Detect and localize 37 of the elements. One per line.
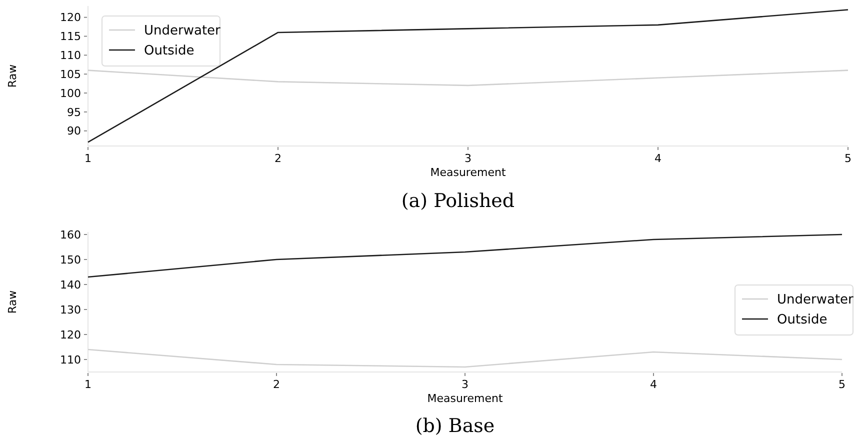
legend-label: Outside: [144, 44, 194, 59]
x-tick-label: 1: [84, 152, 92, 165]
y-tick-label: 140: [60, 278, 81, 292]
x-tick-label: 5: [844, 152, 852, 165]
line-series: [87, 9, 849, 143]
y-tick-label: 120: [60, 11, 81, 24]
line-series: [87, 234, 843, 278]
x-tick-label: 5: [838, 378, 846, 391]
y-axis-title: Raw: [6, 290, 19, 314]
x-tick-label: 4: [650, 378, 657, 391]
y-tick-label: 100: [60, 86, 81, 100]
x-axis-title: Measurement: [430, 166, 506, 179]
x-tick-label: 3: [462, 378, 468, 391]
legend-label: Underwater: [144, 24, 222, 39]
y-tick-label: 110: [60, 353, 81, 366]
x-axis-title: Measurement: [427, 392, 504, 405]
x-tick-label: 1: [84, 378, 92, 391]
x-tick-label: 3: [464, 152, 472, 165]
legend-label: Underwater: [777, 292, 854, 308]
y-tick-label: 90: [67, 124, 81, 138]
y-tick-label: 150: [60, 253, 81, 266]
line-series: [87, 70, 849, 86]
y-tick-label: 130: [60, 303, 81, 316]
text: (a) Polished: [401, 190, 515, 212]
y-tick-label: 115: [60, 30, 81, 44]
y-tick-label: 95: [67, 106, 81, 119]
x-tick-label: 2: [273, 378, 280, 391]
y-tick-label: 110: [60, 49, 81, 62]
x-tick-label: 4: [654, 152, 662, 165]
y-axis-title: Raw: [6, 64, 19, 88]
y-tick-label: 105: [60, 68, 81, 81]
y-tick-label: 160: [60, 228, 81, 242]
line-series: [87, 348, 843, 368]
y-tick-label: 120: [60, 328, 81, 342]
x-tick-label: 2: [274, 152, 282, 165]
legend-label: Outside: [777, 312, 828, 328]
text: (b) Base: [415, 415, 495, 437]
